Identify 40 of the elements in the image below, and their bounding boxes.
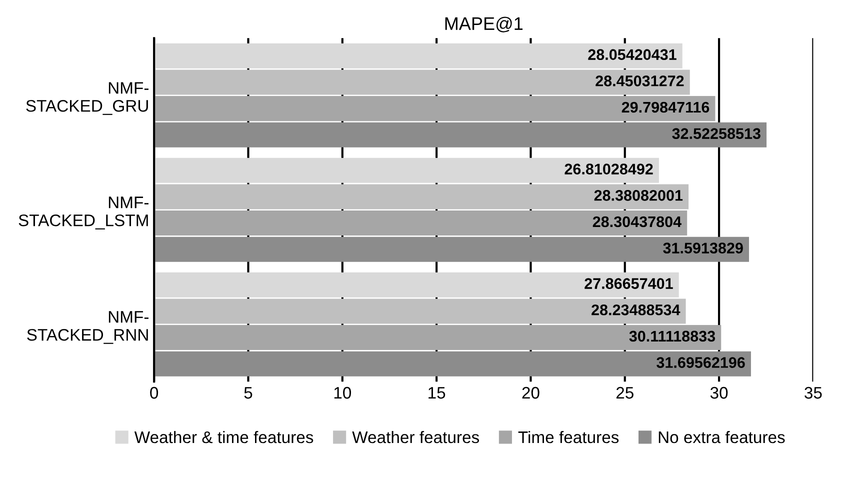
- x-tick-label: 35: [804, 386, 822, 399]
- x-tick-label: 5: [244, 387, 252, 399]
- x-tick-label: 15: [428, 387, 446, 399]
- bar: [154, 210, 688, 236]
- bar: [154, 70, 690, 95]
- legend-label: No extra features: [658, 430, 785, 444]
- bar: [154, 43, 682, 68]
- legend-label: Time features: [518, 430, 619, 444]
- y-tick-label: NMF-STACKED_GRU: [26, 82, 148, 115]
- bar: [154, 236, 750, 262]
- legend-label: Weather features: [352, 430, 480, 444]
- data-label: 32.52258513: [672, 128, 760, 140]
- data-label: 30.11118833: [629, 330, 716, 342]
- data-label: 29.79847116: [622, 102, 710, 113]
- y-tick-label: NMF-STACKED_LSTM: [18, 196, 148, 230]
- data-label: 27.86657401: [584, 278, 673, 289]
- data-label: 31.69562196: [656, 357, 745, 368]
- x-tick-label: 30: [710, 386, 728, 399]
- bar: [154, 96, 716, 122]
- bar: [154, 158, 659, 183]
- chart-title: MAPE@1: [445, 16, 523, 32]
- bar: [154, 351, 751, 376]
- legend-label: Weather & time features: [134, 430, 314, 444]
- data-label: 28.38082001: [594, 190, 683, 201]
- x-tick-label: 25: [616, 386, 634, 399]
- x-tick-label: 20: [522, 386, 540, 399]
- y-tick-label: NMF-STACKED_RNN: [27, 311, 148, 344]
- data-label: 31.5913829: [663, 242, 743, 254]
- data-label: 28.45031272: [596, 76, 684, 86]
- bar: [154, 272, 679, 298]
- bar: [154, 325, 722, 350]
- data-label: 28.05420431: [588, 49, 676, 60]
- x-tick-label: 10: [334, 386, 352, 399]
- data-label: 28.23488534: [592, 304, 680, 316]
- x-tick-label: 0: [150, 386, 158, 399]
- bar: [154, 184, 689, 210]
- bar: [154, 122, 767, 148]
- data-label: 28.30437804: [592, 216, 682, 228]
- data-label: 26.81028492: [564, 164, 653, 174]
- bar: [154, 298, 686, 324]
